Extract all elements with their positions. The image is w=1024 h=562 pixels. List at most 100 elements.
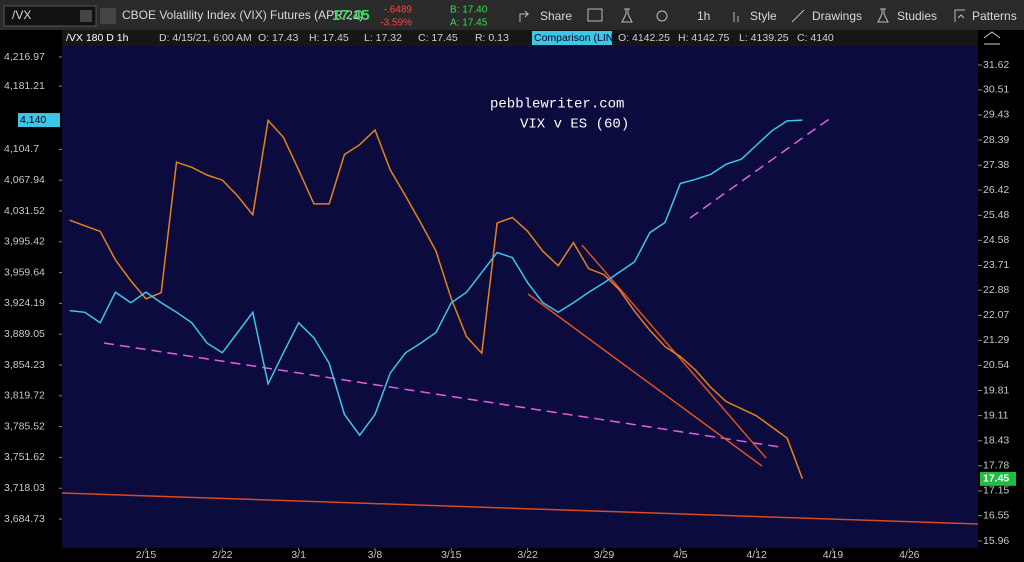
comparison-field: H: 4142.75 [678,32,730,44]
settings-icon[interactable] [656,10,668,22]
comparison-field: L: 4139.25 [739,32,789,44]
x-tick-label: 3/15 [441,549,462,561]
header-field: L: 17.32 [364,32,402,44]
symbol: /VX [12,8,31,22]
style-icon [733,12,739,22]
y2-tick-label: 19.81 [983,384,1009,396]
y2-tick-label: 21.29 [983,334,1009,346]
comparison-field: O: 4142.25 [618,32,670,44]
annotation: pebblewriter.com [490,97,624,113]
x-tick-label: 4/19 [823,549,844,561]
y-tick-label: 4,067.94 [4,174,45,186]
link-icon[interactable] [100,8,116,24]
x-tick-label: 3/29 [594,549,615,561]
header-field: O: 17.43 [258,32,298,44]
y2-tick-label: 20.54 [983,359,1009,371]
share-icon [519,10,530,22]
y-tick-label: 3,785.52 [4,420,45,432]
y2-tick-label: 22.07 [983,309,1009,321]
y-tick-label: 3,924.19 [4,297,45,309]
y-tick-label: 4,104.7 [4,143,39,155]
studies-button[interactable]: Studies [897,9,937,23]
series-line [69,119,803,437]
header-field: R: 0.13 [475,32,509,44]
aggregation-button[interactable]: 1h [697,9,710,23]
toolbar-icons [519,8,965,23]
x-tick-label: 3/1 [291,549,306,561]
drawings-button[interactable]: Drawings [812,9,862,23]
y2-tick-label: 27.38 [983,159,1009,171]
y-tick-label: 4,181.21 [4,80,45,92]
y2-tick-label: 23.71 [983,259,1009,271]
snapshot-icon[interactable] [587,8,603,22]
trendline [581,244,767,459]
y-tick-label: 3,995.42 [4,236,45,248]
header-strip [62,30,978,46]
y2-tick-label: 16.55 [983,509,1009,521]
plot-area [62,28,978,548]
x-tick-label: 4/12 [746,549,767,561]
trendline [527,293,763,467]
x-tick-label: 4/26 [899,549,920,561]
bid: B: 17.40 [450,5,488,16]
header-field: C: 17.45 [418,32,458,44]
last-value-label: 4,140 [20,114,46,126]
y-tick-label: 3,854.23 [4,359,45,371]
y2-tick-label: 26.42 [983,184,1009,196]
comparison-field: C: 4140 [797,32,834,44]
y-tick-label: 3,684.73 [4,513,45,525]
annotation: VIX v ES (60) [520,117,629,133]
y-tick-label: 3,751.62 [4,451,45,463]
x-tick-label: 4/5 [673,549,688,561]
change-pct: -3.59% [380,18,412,29]
trendlines [61,116,979,525]
trendline [61,492,979,525]
series-line [69,118,804,480]
y-tick-label: 4,216.97 [4,51,45,63]
share-button[interactable]: Share [540,9,572,23]
x-tick-label: 2/15 [136,549,157,561]
y2-tick-label: 30.51 [983,84,1009,96]
y-tick-label: 3,819.72 [4,390,45,402]
last-value-badge [980,471,1016,486]
y2-tick-label: 17.78 [983,460,1009,472]
study-label: /VX 180 D 1h [66,32,129,44]
last-value-badge [18,113,60,128]
collapse-icon[interactable] [983,31,1001,45]
description: CBOE Volatility Index (VIX) Futures (APR… [122,8,363,22]
comparison-highlight [532,31,612,45]
patterns-icon [954,9,965,22]
y-tick-label: 3,959.64 [4,266,45,278]
y2-tick-label: 18.43 [983,435,1009,447]
x-tick-label: 3/8 [368,549,383,561]
toolbar [0,0,1024,30]
y2-tick-label: 15.96 [983,535,1009,547]
dropdown-arrow [80,10,92,22]
style-button[interactable]: Style [750,9,777,23]
y2-tick-label: 29.43 [983,109,1009,121]
y2-tick-label: 25.48 [983,209,1009,221]
y2-tick-label: 31.62 [983,59,1009,71]
y-tick-label: 4,031.52 [4,205,45,217]
flask-icon[interactable] [621,8,633,23]
y-tick-label: 3,718.03 [4,482,45,494]
change: -.6489 [384,5,413,16]
patterns-button[interactable]: Patterns [972,9,1017,23]
y2-tick-label: 22.88 [983,284,1009,296]
trendline [689,116,833,219]
symbol-box[interactable] [3,5,97,27]
header-field: D: 4/15/21, 6:00 AM [159,32,252,44]
y-tick-label: 3,889.05 [4,328,45,340]
header-field: H: 17.45 [309,32,349,44]
comparison-label[interactable]: Comparison (LINE, /ES) [534,32,647,44]
y2-tick-label: 28.39 [983,134,1009,146]
y2-tick-label: 17.15 [983,485,1009,497]
y2-tick-label: 24.58 [983,234,1009,246]
studies-icon [877,8,889,23]
trendline [103,342,781,448]
ask: A: 17.45 [450,18,488,29]
last-price: 17.45 [332,7,370,24]
y2-tick-label: 19.11 [983,409,1009,421]
x-tick-label: 2/22 [212,549,233,561]
